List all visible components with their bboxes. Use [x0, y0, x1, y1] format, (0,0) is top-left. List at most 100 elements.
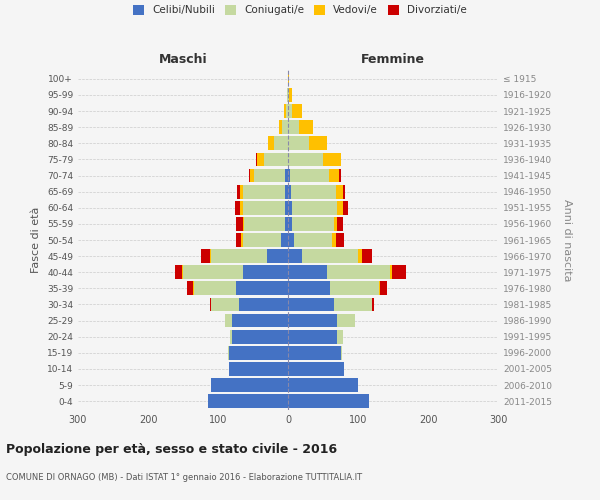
Bar: [254, 168, 285, 182]
Bar: [288, 330, 337, 344]
Bar: [288, 266, 326, 279]
Bar: [299, 120, 313, 134]
Bar: [225, 314, 232, 328]
Text: Femmine: Femmine: [361, 53, 425, 66]
Bar: [343, 185, 346, 198]
Bar: [288, 250, 302, 263]
Bar: [242, 217, 244, 230]
Bar: [380, 282, 388, 295]
Bar: [232, 314, 288, 328]
Bar: [241, 233, 242, 247]
Bar: [239, 298, 288, 312]
Bar: [335, 233, 344, 247]
Bar: [379, 282, 380, 295]
Bar: [288, 394, 368, 408]
Bar: [279, 120, 283, 134]
Bar: [292, 201, 337, 214]
Bar: [211, 250, 267, 263]
Bar: [334, 298, 372, 312]
Text: Maschi: Maschi: [158, 53, 208, 66]
Bar: [288, 362, 344, 376]
Bar: [341, 346, 342, 360]
Bar: [392, 266, 406, 279]
Bar: [193, 282, 235, 295]
Bar: [288, 378, 358, 392]
Bar: [288, 282, 330, 295]
Bar: [372, 298, 374, 312]
Bar: [241, 201, 242, 214]
Bar: [283, 120, 288, 134]
Bar: [302, 250, 358, 263]
Bar: [208, 394, 288, 408]
Bar: [235, 201, 241, 214]
Bar: [228, 346, 229, 360]
Bar: [235, 282, 288, 295]
Bar: [326, 266, 389, 279]
Bar: [256, 152, 257, 166]
Bar: [284, 217, 288, 230]
Bar: [288, 233, 293, 247]
Bar: [211, 378, 288, 392]
Bar: [288, 72, 289, 86]
Bar: [263, 152, 288, 166]
Bar: [292, 104, 302, 118]
Bar: [288, 298, 334, 312]
Bar: [230, 330, 232, 344]
Bar: [290, 168, 329, 182]
Bar: [257, 152, 263, 166]
Bar: [288, 104, 292, 118]
Bar: [183, 266, 242, 279]
Bar: [358, 250, 361, 263]
Bar: [288, 201, 292, 214]
Bar: [285, 185, 288, 198]
Bar: [201, 250, 209, 263]
Bar: [288, 168, 290, 182]
Bar: [337, 217, 343, 230]
Bar: [287, 88, 288, 102]
Bar: [343, 201, 348, 214]
Bar: [288, 346, 341, 360]
Text: Popolazione per età, sesso e stato civile - 2016: Popolazione per età, sesso e stato civil…: [6, 442, 337, 456]
Bar: [285, 168, 288, 182]
Bar: [326, 136, 327, 150]
Bar: [209, 298, 211, 312]
Bar: [235, 217, 242, 230]
Bar: [334, 217, 337, 230]
Bar: [291, 185, 337, 198]
Bar: [232, 330, 288, 344]
Bar: [337, 314, 355, 328]
Bar: [187, 282, 193, 295]
Bar: [182, 266, 183, 279]
Bar: [330, 282, 379, 295]
Bar: [289, 88, 292, 102]
Bar: [323, 152, 341, 166]
Bar: [235, 233, 241, 247]
Bar: [244, 217, 284, 230]
Bar: [242, 233, 281, 247]
Bar: [237, 185, 241, 198]
Bar: [288, 136, 309, 150]
Bar: [242, 201, 284, 214]
Bar: [268, 136, 274, 150]
Bar: [211, 298, 239, 312]
Bar: [288, 217, 292, 230]
Bar: [281, 233, 288, 247]
Bar: [267, 250, 288, 263]
Bar: [249, 168, 250, 182]
Legend: Celibi/Nubili, Coniugati/e, Vedovi/e, Divorziati/e: Celibi/Nubili, Coniugati/e, Vedovi/e, Di…: [133, 5, 467, 15]
Bar: [339, 168, 341, 182]
Bar: [284, 104, 286, 118]
Bar: [229, 362, 288, 376]
Bar: [242, 266, 288, 279]
Y-axis label: Fasce di età: Fasce di età: [31, 207, 41, 273]
Bar: [274, 136, 288, 150]
Bar: [229, 346, 288, 360]
Bar: [284, 201, 288, 214]
Bar: [389, 266, 392, 279]
Bar: [309, 136, 326, 150]
Bar: [241, 185, 243, 198]
Bar: [329, 168, 339, 182]
Bar: [288, 88, 289, 102]
Bar: [209, 250, 211, 263]
Y-axis label: Anni di nascita: Anni di nascita: [562, 198, 572, 281]
